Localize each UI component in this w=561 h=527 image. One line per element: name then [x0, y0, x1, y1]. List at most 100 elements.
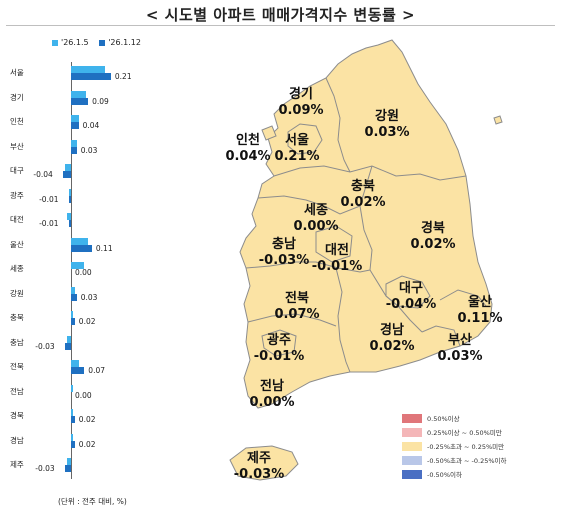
bar-series-2	[63, 171, 71, 178]
bar-series-1	[65, 164, 71, 171]
bar-series-1	[71, 237, 89, 245]
region-value: 0.02%	[340, 195, 385, 210]
unit-note: (단위 : 전주 대비, %)	[58, 497, 127, 506]
bar-series-2	[71, 244, 92, 252]
value-label: -0.01	[39, 194, 59, 204]
value-label: -0.03	[35, 341, 55, 351]
bar-series-2	[71, 440, 75, 448]
category-label: 서울	[10, 68, 24, 77]
legend-swatch-series-2	[99, 39, 106, 46]
bar-series-2	[65, 342, 71, 350]
category-label: 대전	[10, 215, 24, 224]
value-label: 0.02	[78, 415, 96, 424]
map-legend-item: -0.25%초과 ~ 0.25%미만	[402, 439, 507, 453]
category-label: 광주	[10, 190, 24, 200]
map-legend-swatch	[402, 413, 422, 423]
value-label: 0.11	[95, 243, 113, 253]
map-legend: 0.50%이상 0.25%이상 ~ 0.50%미만 -0.25%초과 ~ 0.25%…	[402, 411, 507, 481]
region-name: 광주	[267, 333, 291, 348]
region-value: 0.02%	[369, 339, 414, 354]
bar-series-1	[71, 90, 87, 98]
region-value: 0.00%	[293, 219, 338, 234]
bar-series-2	[71, 367, 85, 374]
page-title: < 시도별 아파트 매매가격지수 변동률 >	[145, 6, 416, 24]
region-name: 제주	[247, 451, 271, 466]
region-value: 0.03%	[364, 125, 409, 140]
region-name: 강원	[375, 108, 399, 124]
region-name: 부산	[448, 332, 472, 348]
value-label: 0.03	[80, 145, 98, 155]
category-label: 강원	[10, 288, 24, 298]
region-name: 울산	[468, 294, 492, 310]
category-label: 인천	[10, 117, 24, 126]
bar-series-2	[69, 220, 71, 227]
bar-series-1	[71, 311, 73, 318]
map-legend-label: 0.50%이상	[427, 415, 460, 423]
border-gwangju	[261, 329, 297, 357]
bar-series-1	[71, 286, 75, 294]
region-value: -0.04%	[386, 297, 437, 312]
value-label: 0.02	[78, 439, 96, 449]
bar-series-1	[71, 409, 73, 416]
region-value: -0.01%	[312, 259, 363, 274]
border-chungnam-sejong	[257, 195, 361, 215]
border-seoul	[287, 123, 323, 155]
category-label: 대구	[10, 166, 24, 175]
zero-axis	[71, 62, 72, 479]
category-label: 부산	[10, 141, 24, 151]
bar-series-2	[71, 122, 79, 129]
value-label: 0.21	[114, 72, 132, 81]
region-name: 서울	[285, 132, 309, 148]
map-legend-label: -0.50%초과 ~ -0.25%이하	[427, 457, 507, 465]
bar-series-1	[71, 262, 85, 269]
legend-item-series-2: '26.1.12	[99, 38, 141, 47]
bar-series-2	[71, 73, 111, 80]
value-label: -0.04	[33, 170, 53, 179]
bar-series-2	[71, 293, 77, 301]
value-label: 0.00	[75, 268, 92, 277]
value-label: 0.04	[82, 121, 100, 130]
category-label: 경남	[10, 435, 24, 445]
map-legend-label: 0.25%이상 ~ 0.50%미만	[427, 429, 502, 437]
map-legend-swatch	[402, 469, 422, 479]
map-legend-item: -0.50%이하	[402, 467, 507, 481]
category-label: 울산	[10, 239, 24, 249]
value-label: 0.07	[88, 366, 105, 375]
region-value: 0.04%	[225, 149, 270, 164]
bar-series-2	[69, 195, 71, 203]
border-gyeongnam-busan	[421, 325, 461, 347]
chart-legend: '26.1.5 '26.1.12	[52, 38, 149, 48]
bar-series-2	[71, 318, 75, 325]
category-label: 경북	[10, 411, 24, 420]
map-island-ganghwa	[261, 125, 277, 141]
bar-series-2	[65, 465, 71, 472]
region-value: -0.01%	[254, 349, 305, 364]
region-name: 충남	[272, 236, 296, 252]
bar-series-1	[67, 213, 71, 220]
region-name: 세종	[304, 203, 328, 218]
value-label: -0.03	[35, 464, 55, 473]
region-value: 0.07%	[274, 307, 319, 322]
border-daejeon	[315, 225, 353, 263]
border-ulsan	[439, 289, 487, 307]
region-value: 0.00%	[249, 395, 294, 410]
map-jeju	[229, 445, 299, 481]
category-label: 충북	[10, 313, 24, 322]
region-value: 0.09%	[278, 103, 323, 118]
category-label: 전남	[10, 386, 24, 396]
region-value: -0.03%	[234, 467, 285, 482]
value-label: 0.02	[78, 317, 96, 326]
region-value: -0.03%	[259, 253, 310, 268]
bar-series-1	[71, 139, 77, 147]
title-divider	[6, 25, 555, 26]
map-legend-label: -0.50%이하	[427, 471, 462, 479]
korea-map: 경기0.09% 강원0.03%인천0.04%서울0.21%충북0.02%세종0.0…	[225, 39, 503, 482]
border-gyeongbuk-gyeongnam	[369, 269, 423, 333]
region-name: 대구	[399, 281, 423, 296]
value-label: -0.01	[39, 219, 59, 228]
border-chungbuk-gyeongbuk	[359, 165, 373, 271]
value-label: 0.03	[80, 292, 98, 302]
category-label: 경기	[10, 92, 24, 102]
map-legend-swatch	[402, 455, 422, 465]
border-west-east-south	[335, 267, 351, 373]
